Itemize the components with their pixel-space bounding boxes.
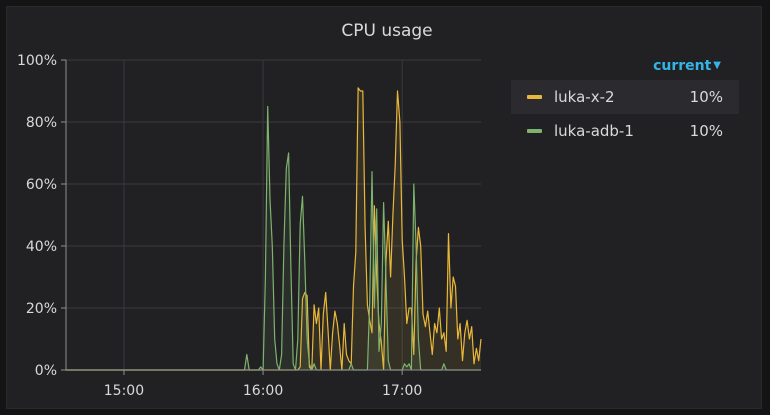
legend-item-value: 10% <box>689 122 723 140</box>
series-color-swatch[interactable] <box>527 129 542 133</box>
y-tick-label: 60% <box>26 177 57 193</box>
legend: current ▼ luka-x-2 10% luka-adb-1 10% <box>511 58 739 148</box>
panel-title[interactable]: CPU usage <box>341 21 433 41</box>
series-area-luka-adb-1 <box>66 106 481 370</box>
legend-item-value: 10% <box>689 88 723 106</box>
x-tick-label: 15:00 <box>104 383 144 399</box>
legend-sort-current[interactable]: current ▼ <box>511 58 739 80</box>
legend-item-name: luka-adb-1 <box>554 122 634 140</box>
series-color-swatch[interactable] <box>527 95 542 99</box>
legend-item-name: luka-x-2 <box>554 88 615 106</box>
legend-item-luka-adb-1[interactable]: luka-adb-1 10% <box>511 114 739 148</box>
caret-down-icon: ▼ <box>713 60 721 71</box>
legend-item-luka-x-2[interactable]: luka-x-2 10% <box>511 80 739 114</box>
y-tick-label: 40% <box>26 239 57 255</box>
legend-header-label: current <box>653 58 712 74</box>
y-tick-label: 100% <box>17 53 57 69</box>
y-tick-label: 80% <box>26 115 57 131</box>
x-tick-label: 17:00 <box>382 383 422 399</box>
series-line-luka-x-2[interactable] <box>66 87 482 371</box>
y-tick-label: 0% <box>35 363 57 379</box>
series-line-luka-adb-1[interactable] <box>66 105 481 371</box>
x-tick-label: 16:00 <box>243 383 283 399</box>
y-tick-label: 20% <box>26 301 57 317</box>
